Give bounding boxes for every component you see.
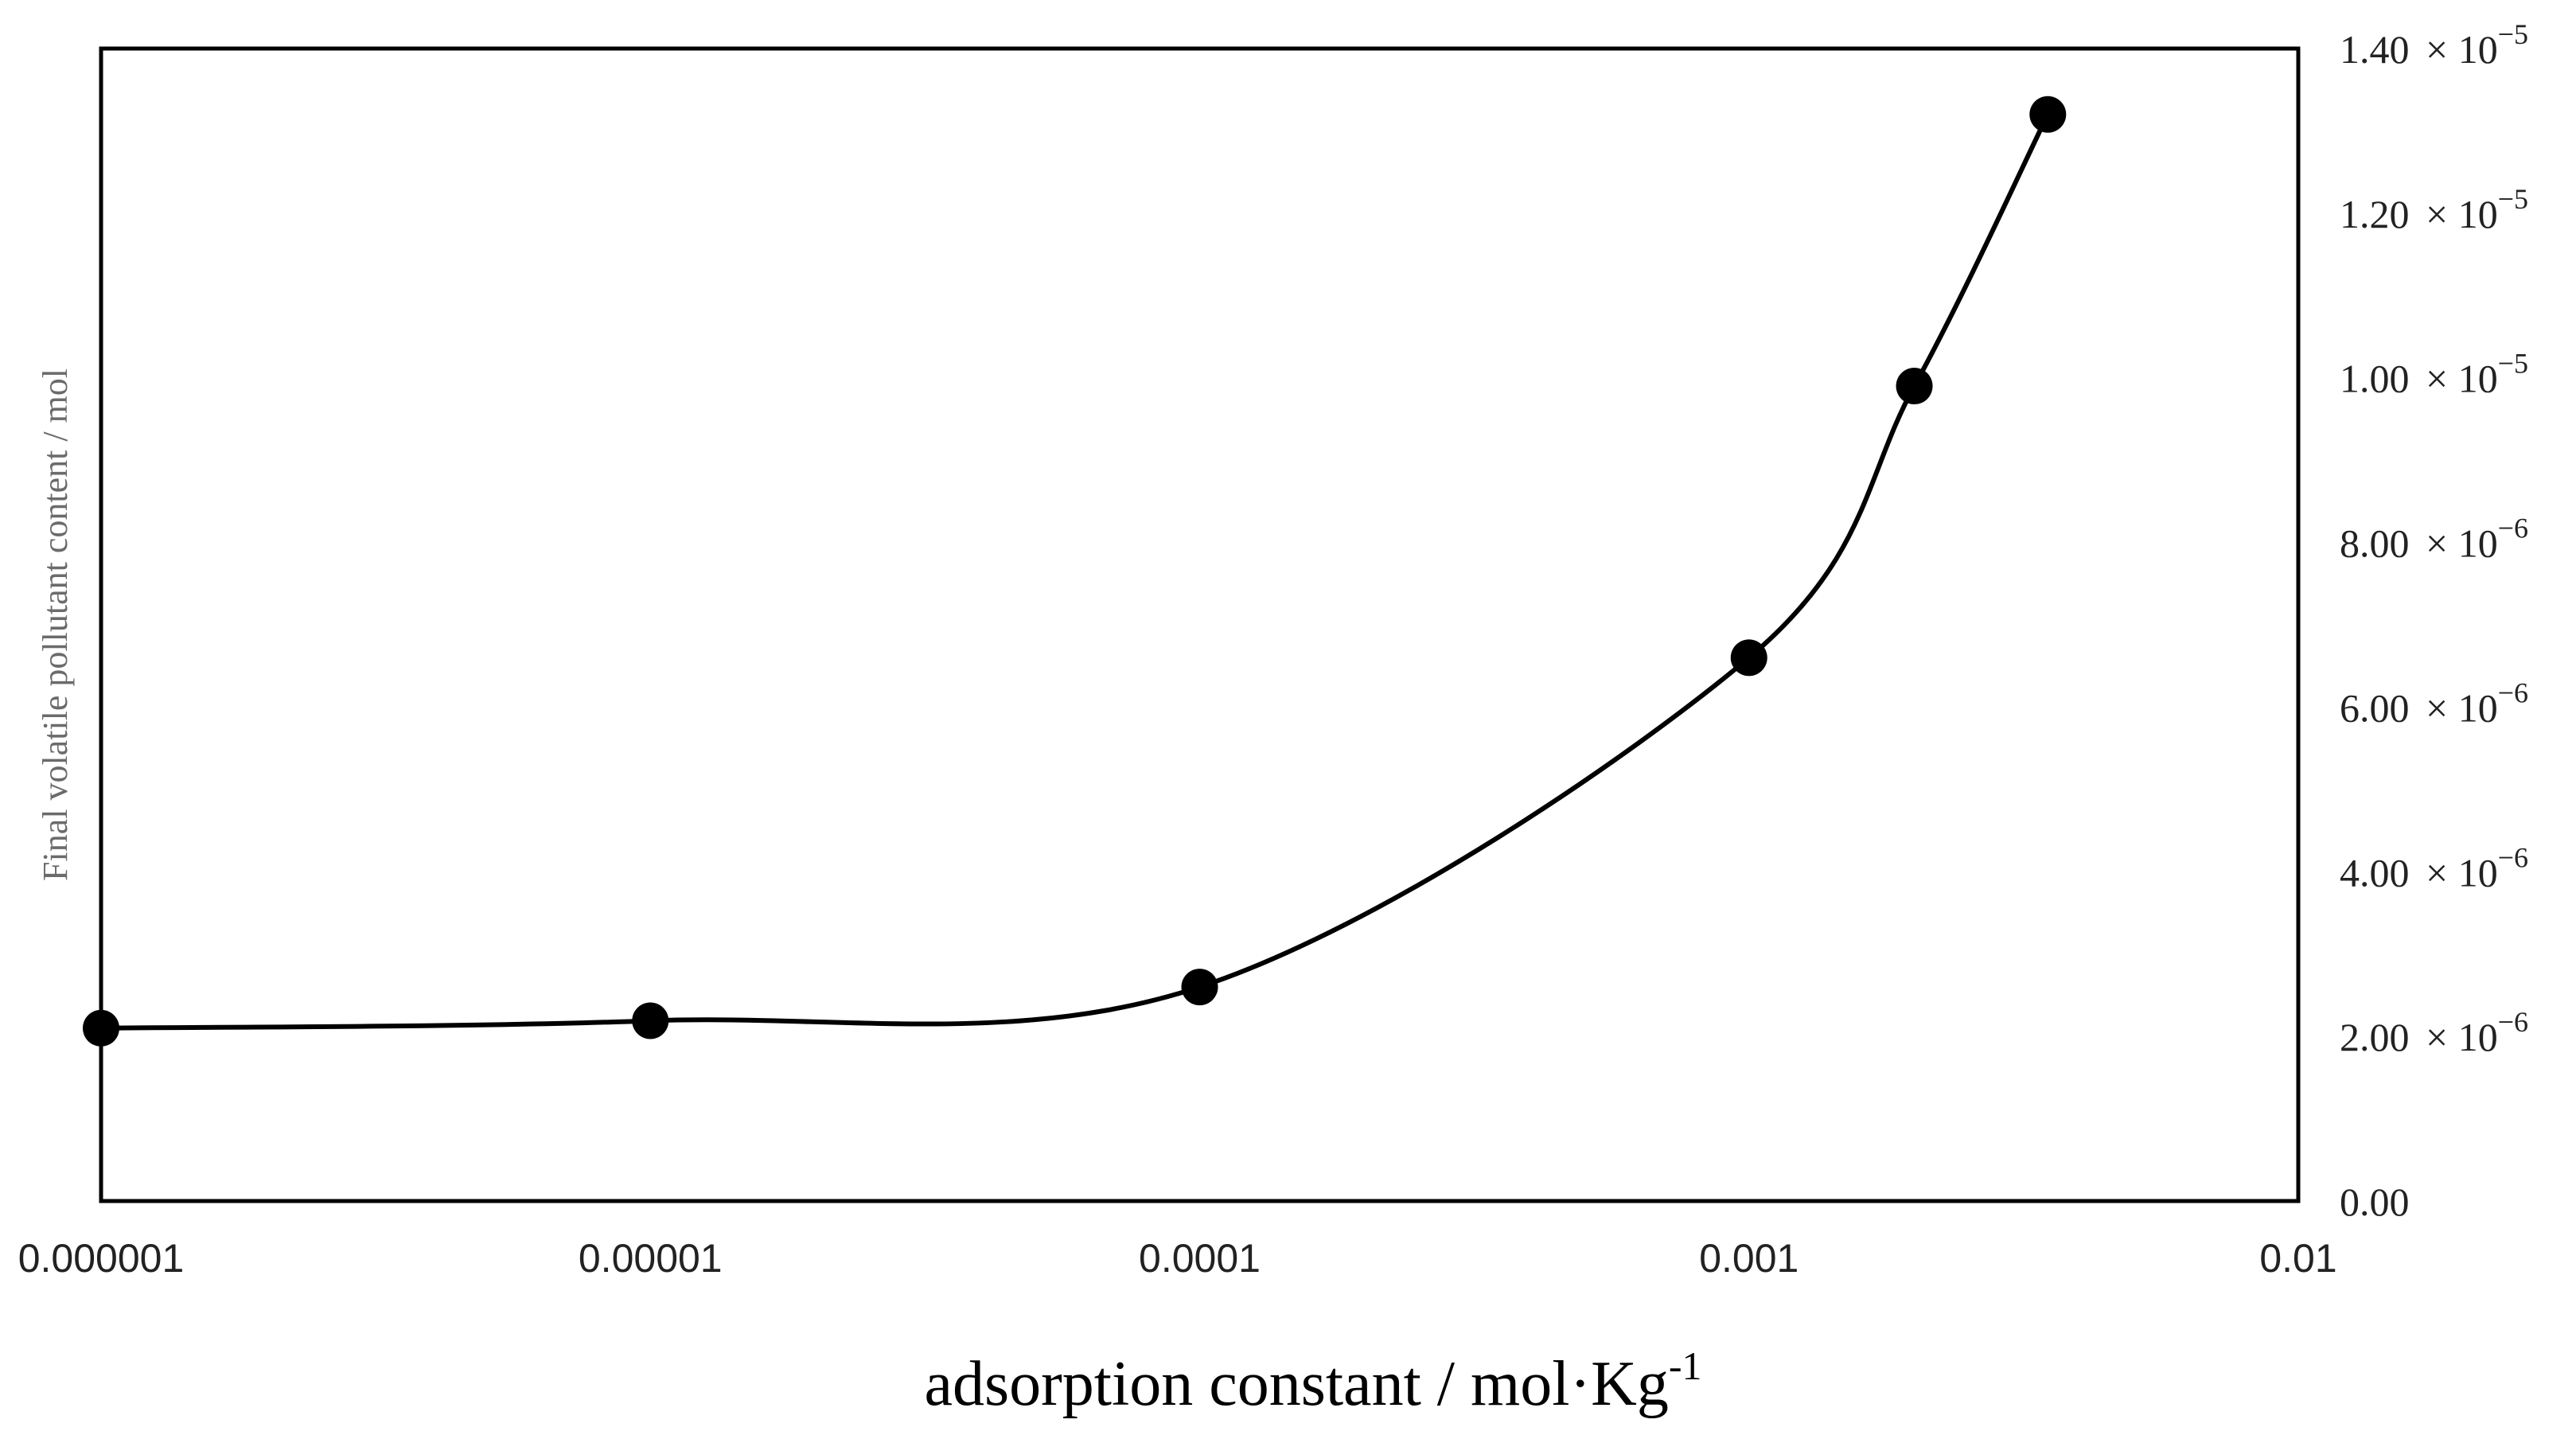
data-point (1730, 639, 1767, 677)
exponent-power: −6 (2498, 677, 2528, 708)
y-tick-label: 2.00 × 10−6 (2340, 1006, 2528, 1059)
y-tick-mantissa: 4.00 (2340, 850, 2410, 895)
times-symbol: × (2426, 357, 2458, 401)
y-tick-labels: 0.002.00 × 10−64.00 × 10−66.00 × 10−68.0… (2340, 18, 2528, 1224)
times-symbol: × (2426, 685, 2458, 730)
data-point (632, 1002, 669, 1039)
times-symbol: × (2426, 27, 2458, 72)
exponent-power: −6 (2498, 841, 2528, 873)
exponent-base: 10 (2458, 685, 2498, 730)
data-point (1181, 969, 1218, 1006)
y-tick-label: 0.00 (2340, 1180, 2410, 1224)
y-tick-mantissa: 8.00 (2340, 521, 2410, 566)
exponent-base: 10 (2458, 357, 2498, 401)
data-point (2029, 96, 2067, 133)
y-tick-mantissa: 1.00 (2340, 357, 2410, 401)
series-line (99, 111, 2051, 1031)
y-tick-exponent: × 10−5 (2426, 18, 2528, 72)
exponent-base: 10 (2458, 850, 2498, 895)
y-tick-exponent: × 10−6 (2426, 1006, 2528, 1059)
y-tick-mantissa: 2.00 (2340, 1015, 2410, 1059)
exponent-power: −6 (2498, 1006, 2528, 1038)
x-axis-label: adsorption constant / mol·Kg-1 (924, 1343, 1701, 1419)
exponent-base: 10 (2458, 1015, 2498, 1059)
y-tick-label: 1.00 × 10−5 (2340, 348, 2528, 401)
times-symbol: × (2426, 850, 2458, 895)
data-point (83, 1009, 119, 1047)
x-tick-label: 0.00001 (579, 1236, 723, 1281)
exponent-base: 10 (2458, 192, 2498, 236)
exponent-base: 10 (2458, 27, 2498, 72)
exponent-base: 10 (2458, 521, 2498, 566)
exponent-power: −5 (2498, 18, 2528, 50)
y-tick-label: 4.00 × 10−6 (2340, 841, 2528, 895)
exponent-power: −5 (2498, 348, 2528, 380)
x-tick-label: 0.001 (1699, 1236, 1799, 1281)
y-tick-mantissa: 6.00 (2340, 685, 2410, 730)
y-tick-exponent: × 10−5 (2426, 348, 2528, 401)
y-tick-exponent: × 10−6 (2426, 841, 2528, 895)
x-tick-label: 0.000001 (18, 1236, 185, 1281)
x-tick-label: 0.01 (2259, 1236, 2336, 1281)
exponent-power: −5 (2498, 183, 2528, 215)
y-tick-mantissa: 1.20 (2340, 192, 2410, 236)
times-symbol: × (2426, 192, 2458, 236)
y-axis-label: Final volatile pollutant content / mol (36, 369, 75, 881)
times-symbol: × (2426, 1015, 2458, 1059)
y-tick-label: 6.00 × 10−6 (2340, 677, 2528, 730)
series-markers (83, 96, 2067, 1047)
data-point (1896, 368, 1933, 405)
times-symbol: × (2426, 521, 2458, 566)
y-tick-label: 1.20 × 10−5 (2340, 183, 2528, 236)
y-tick-mantissa: 1.40 (2340, 27, 2410, 72)
exponent-power: −6 (2498, 513, 2528, 544)
plot-frame (99, 46, 2301, 1203)
x-axis-label-superscript: -1 (1669, 1343, 1702, 1388)
y-tick-label: 8.00 × 10−6 (2340, 513, 2528, 566)
y-tick-label: 1.40 × 10−5 (2340, 18, 2528, 72)
x-tick-label: 0.0001 (1139, 1236, 1261, 1281)
y-tick-exponent: × 10−6 (2426, 513, 2528, 566)
y-tick-mantissa: 0.00 (2340, 1180, 2410, 1224)
x-axis-label-main: adsorption constant / mol·Kg (924, 1349, 1668, 1419)
y-tick-exponent: × 10−6 (2426, 677, 2528, 730)
y-tick-exponent: × 10−5 (2426, 183, 2528, 236)
x-tick-labels: 0.000001 0.00001 0.0001 0.001 0.01 (18, 1236, 2337, 1281)
